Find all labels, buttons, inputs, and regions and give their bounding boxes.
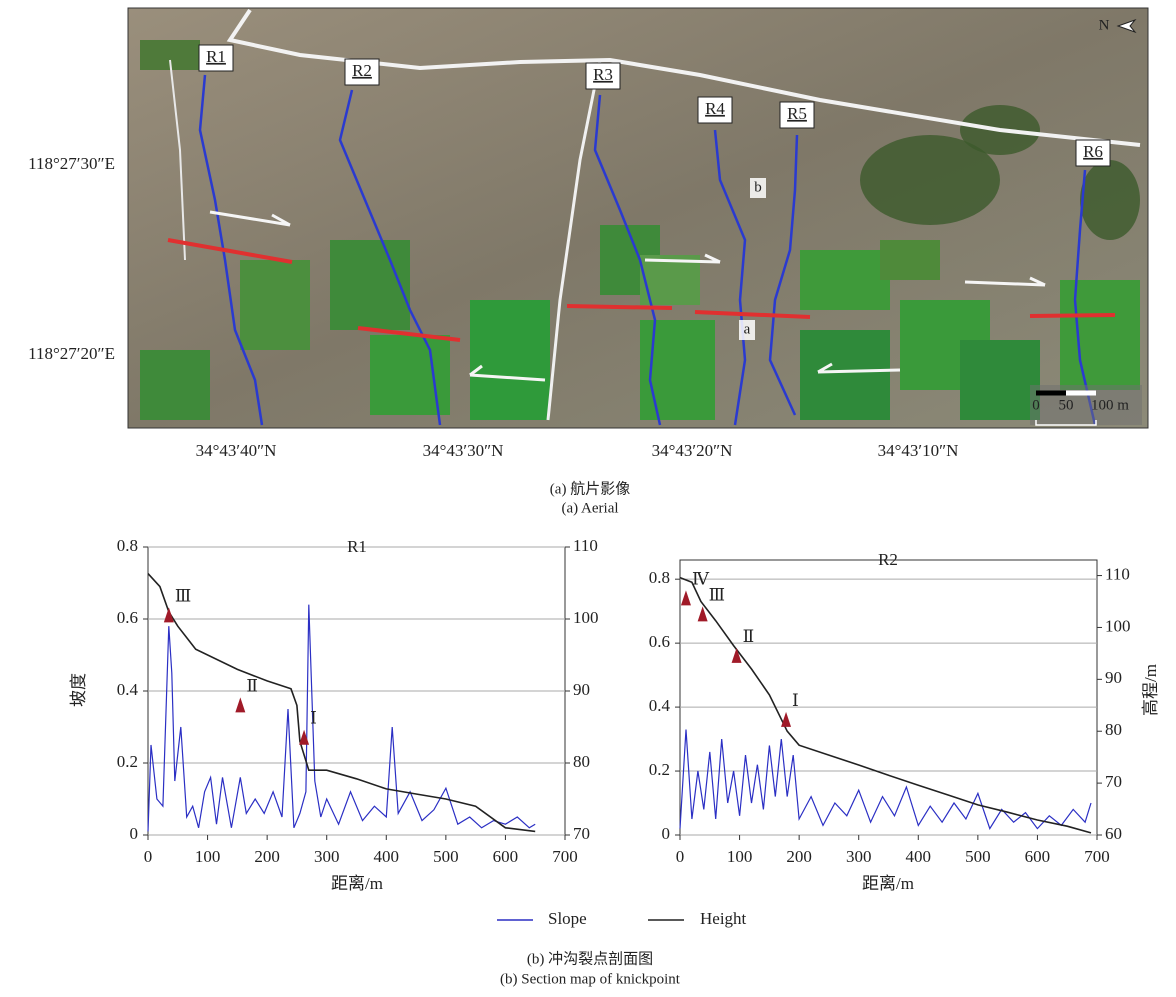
x-tick-label: 400 — [906, 847, 932, 866]
point-label: a — [744, 321, 751, 337]
y2-tick-label: 100 — [1105, 616, 1131, 635]
knickpoint-label: Ⅲ — [175, 586, 191, 605]
x-axis-label: 距离/m — [862, 874, 914, 893]
y-tick-label: 0.8 — [117, 536, 138, 555]
lon-label: 34°43′40″N — [196, 441, 277, 460]
lat-label: 118°27′20″E — [28, 344, 115, 363]
knickpoint-marker — [164, 607, 174, 622]
scale-label: 100 m — [1091, 397, 1129, 413]
y2-tick-label: 70 — [573, 824, 590, 843]
y2-tick-label: 80 — [1105, 720, 1122, 739]
chart-title: R1 — [347, 537, 367, 556]
caption: (a) 航片影像 — [550, 480, 630, 497]
y-tick-label: 0.8 — [649, 568, 670, 587]
series-line — [148, 605, 535, 832]
y2-tick-label: 110 — [1105, 564, 1130, 583]
knickpoint-label: Ⅲ — [709, 585, 725, 604]
y2-tick-label: 70 — [1105, 772, 1122, 791]
knickpoint-label: Ⅱ — [246, 676, 258, 695]
charts: 0 0.2 0.4 0.6 0.8 70 80 90 100 110 0 100 200 300 400 50… — [69, 536, 1160, 988]
x-tick-label: 0 — [144, 847, 153, 866]
point-label: b — [754, 179, 762, 195]
x-axis-label: 距离/m — [331, 874, 383, 893]
knickpoint-label: Ⅳ — [692, 569, 710, 588]
scale-label: 50 — [1059, 397, 1074, 413]
reach-label: R4 — [705, 99, 725, 118]
legend-label: Slope — [548, 909, 587, 928]
figure: R1 R2 R3 R4 R5 R6 a b N 0 50 100 m 118°27′30″E 118°27… — [0, 0, 1176, 997]
y-tick-label: 0.6 — [117, 608, 138, 627]
chart: 0 0.2 0.4 0.6 0.8 60 70 80 90 100 110 0 100 200 300 400… — [649, 550, 1160, 893]
knickpoint-marker — [781, 712, 791, 727]
figure-canvas: R1 R2 R3 R4 R5 R6 a b N 0 50 100 m 118°27′30″E 118°27… — [0, 0, 1176, 997]
lon-label: 34°43′20″N — [652, 441, 733, 460]
caption: (b) Section map of knickpoint — [500, 971, 681, 987]
x-tick-label: 100 — [727, 847, 753, 866]
x-tick-label: 300 — [314, 847, 340, 866]
knickpoint-marker — [299, 730, 309, 745]
x-tick-label: 200 — [786, 847, 812, 866]
y-axis-label: 坡度 — [69, 673, 88, 707]
reach-label: R1 — [206, 47, 226, 66]
legend-label: Height — [700, 909, 747, 928]
x-tick-label: 400 — [374, 847, 400, 866]
lon-label: 34°43′30″N — [423, 441, 504, 460]
x-tick-label: 500 — [433, 847, 459, 866]
chart-title: R2 — [878, 550, 898, 569]
y-tick-label: 0 — [130, 824, 139, 843]
y2-tick-label: 90 — [573, 680, 590, 699]
x-tick-label: 600 — [1025, 847, 1051, 866]
x-tick-label: 0 — [676, 847, 685, 866]
plot-frame — [680, 560, 1097, 835]
x-tick-label: 100 — [195, 847, 221, 866]
north-label: N — [1099, 17, 1110, 33]
aerial-image — [128, 8, 1148, 428]
y2-tick-label: 80 — [573, 752, 590, 771]
y2-tick-label: 100 — [573, 608, 599, 627]
y2-tick-label: 90 — [1105, 668, 1122, 687]
knickpoint-marker — [732, 648, 742, 663]
lat-label: 118°27′30″E — [28, 154, 115, 173]
series-line — [148, 574, 535, 832]
reach-label: R6 — [1083, 142, 1103, 161]
x-tick-label: 500 — [965, 847, 991, 866]
lon-label: 34°43′10″N — [878, 441, 959, 460]
x-tick-label: 300 — [846, 847, 872, 866]
caption: (a) Aerial — [561, 500, 618, 516]
x-tick-label: 700 — [1084, 847, 1110, 866]
legend: Slope Height — [497, 909, 747, 928]
chart: 0 0.2 0.4 0.6 0.8 70 80 90 100 110 0 100 200 300 400 50… — [69, 536, 599, 893]
reach-label: R2 — [352, 61, 372, 80]
y-tick-label: 0 — [662, 824, 671, 843]
x-tick-label: 200 — [254, 847, 280, 866]
y-tick-label: 0.2 — [117, 752, 138, 771]
y2-tick-label: 110 — [573, 536, 598, 555]
knickpoint-marker — [681, 590, 691, 605]
y2-tick-label: 60 — [1105, 824, 1122, 843]
x-tick-label: 600 — [493, 847, 519, 866]
y-tick-label: 0.4 — [649, 696, 671, 715]
reach-label: R3 — [593, 65, 613, 84]
knickpoint-label: Ⅰ — [792, 691, 799, 710]
knickpoint-label: Ⅰ — [310, 709, 317, 728]
y-tick-label: 0.2 — [649, 760, 670, 779]
knickpoint-marker — [235, 697, 245, 712]
caption: (b) 冲沟裂点剖面图 — [527, 950, 653, 967]
reach-label: R5 — [787, 104, 807, 123]
x-tick-label: 700 — [552, 847, 578, 866]
y-tick-label: 0.6 — [649, 632, 670, 651]
scale-label: 0 — [1032, 397, 1040, 413]
knickpoint-label: Ⅱ — [743, 627, 755, 646]
y2-axis-label: 高程/m — [1141, 664, 1160, 716]
y-tick-label: 0.4 — [117, 680, 139, 699]
series-line — [680, 730, 1091, 829]
